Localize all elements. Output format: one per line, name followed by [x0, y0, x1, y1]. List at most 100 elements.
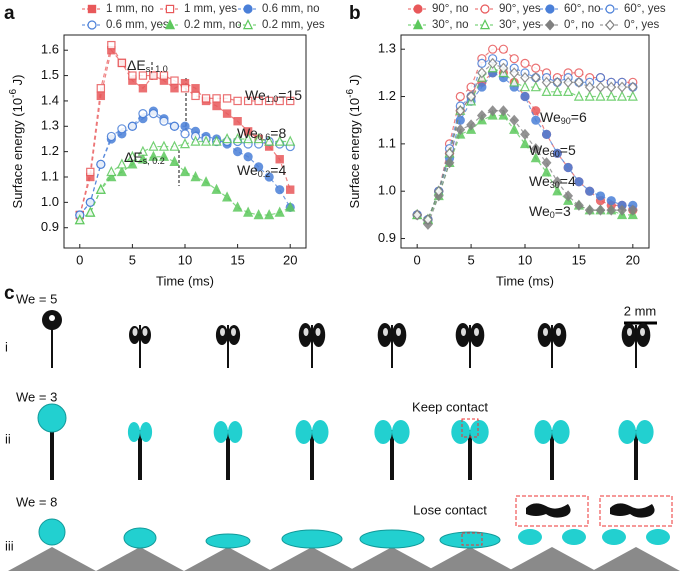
marker — [545, 4, 555, 14]
annotation-after: =4 — [270, 162, 286, 178]
marker — [254, 162, 264, 172]
highlight — [132, 328, 138, 336]
x-tick-label: 5 — [467, 252, 474, 267]
marker — [253, 209, 264, 220]
annotation-text: ΔE — [124, 149, 143, 165]
droplet — [38, 518, 66, 546]
marker — [466, 91, 476, 103]
annotation-after: =4 — [560, 173, 576, 189]
annotation: We0.6=8 — [237, 125, 286, 143]
marker — [232, 133, 243, 144]
lose-contact-label: Lose contact — [413, 502, 487, 517]
marker — [107, 40, 116, 50]
lobe — [470, 420, 489, 444]
highlight — [383, 328, 388, 336]
y-tick-label: 1.2 — [41, 143, 59, 158]
legend-label: 0°, yes — [624, 19, 660, 31]
marker — [563, 190, 574, 202]
marker — [242, 19, 254, 30]
y-tick-label: 1.6 — [41, 42, 59, 57]
marker — [509, 123, 520, 134]
marker — [149, 71, 158, 80]
we-label: We = 3 — [16, 389, 57, 404]
panel-label: a — [4, 3, 15, 24]
annotation-sub: s, 0.2 — [143, 156, 165, 166]
marker — [180, 84, 190, 93]
marker — [222, 133, 233, 144]
y-tick-label: 1.3 — [41, 118, 59, 133]
marker — [479, 19, 491, 30]
marker — [574, 68, 584, 78]
lobe — [213, 421, 229, 443]
marker — [200, 176, 212, 187]
we-label: We = 5 — [16, 291, 57, 306]
cone — [592, 547, 680, 571]
series-line — [79, 138, 291, 221]
y-label-after: J) — [10, 75, 25, 89]
annotation-after: =15 — [278, 87, 302, 103]
marker — [498, 105, 509, 117]
annotation-text: We — [529, 142, 550, 158]
annotation: ΔEs, 1.0 — [127, 57, 168, 75]
marker — [477, 58, 487, 69]
y-tick-label: 1.5 — [41, 67, 59, 82]
zoom-blob — [610, 503, 655, 518]
row-label: iii — [5, 538, 14, 553]
lobe — [636, 420, 654, 444]
marker — [509, 67, 520, 79]
highlight — [231, 328, 236, 336]
marker — [480, 4, 490, 14]
marker — [116, 165, 127, 177]
marker — [137, 153, 148, 164]
annotation-text: We — [245, 87, 266, 103]
marker — [487, 105, 498, 117]
marker — [520, 58, 530, 69]
zoom-box — [599, 495, 673, 527]
marker — [605, 4, 615, 14]
marker — [232, 201, 243, 212]
marker — [574, 177, 584, 187]
y-tick-label: 1.1 — [378, 135, 396, 150]
x-tick-label: 0 — [414, 252, 421, 267]
y-axis-label: Surface energy (10-6 J) — [345, 75, 363, 209]
marker — [498, 44, 509, 54]
marker — [509, 54, 519, 64]
marker — [191, 84, 200, 93]
lobe — [295, 420, 312, 444]
marker — [627, 204, 638, 216]
marker — [138, 109, 148, 119]
highlight — [627, 328, 632, 336]
marker — [96, 91, 106, 101]
marker — [165, 4, 175, 14]
annotation: We30=4 — [529, 173, 576, 191]
legend-label: 0.6 mm, yes — [106, 19, 169, 31]
marker — [211, 183, 222, 194]
marker — [148, 109, 159, 119]
lobe — [228, 421, 243, 443]
marker — [190, 171, 201, 182]
contact-box — [461, 532, 483, 546]
marker — [595, 72, 606, 83]
marker — [222, 191, 233, 202]
marker — [164, 19, 176, 30]
marker — [243, 152, 253, 162]
marker — [477, 82, 487, 92]
marker — [455, 91, 465, 102]
y-tick-label: 1.2 — [378, 88, 396, 103]
marker — [179, 138, 191, 149]
marker — [530, 143, 541, 155]
marker — [275, 96, 284, 106]
marker — [455, 124, 466, 136]
marker — [531, 106, 541, 116]
x-tick-label: 10 — [178, 252, 192, 267]
annotation-sub: 30 — [550, 180, 560, 190]
marker — [584, 81, 595, 93]
cone — [184, 547, 272, 571]
marker — [137, 145, 148, 156]
legend-label: 90°, no — [432, 3, 469, 15]
marker — [574, 199, 584, 211]
marker — [627, 81, 638, 93]
highlight — [315, 328, 321, 336]
annotation-text: We — [237, 125, 258, 141]
droplet — [281, 529, 343, 549]
